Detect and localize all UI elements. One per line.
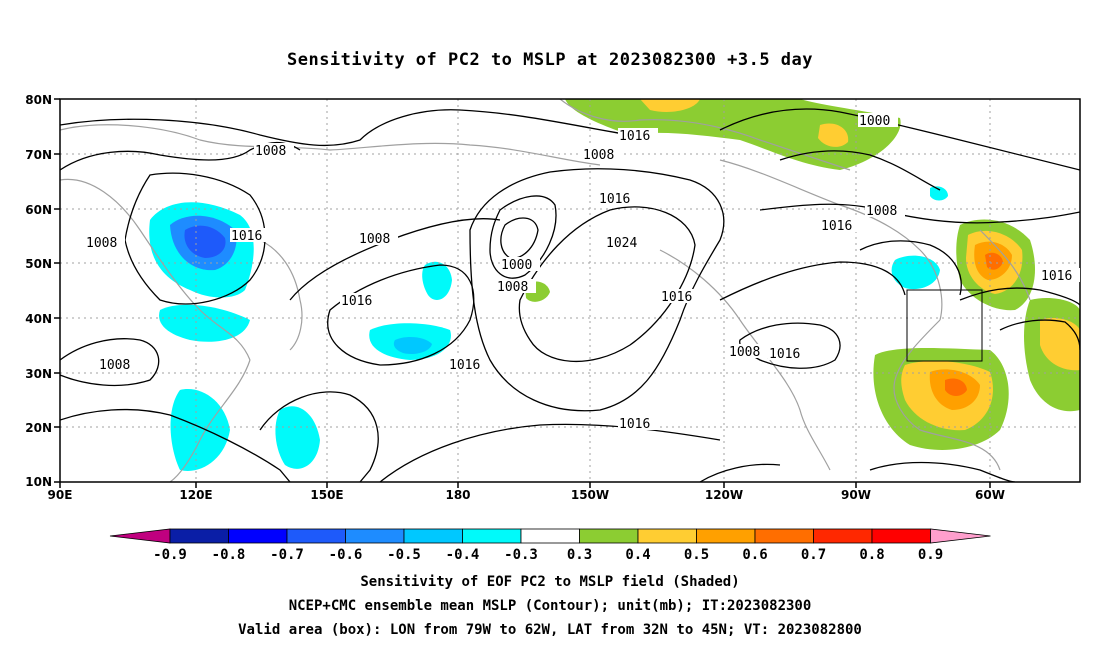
lat-label: 40N [25,312,52,326]
colorbar-label: 0.6 [742,547,767,563]
lon-label: 60W [975,488,1005,502]
colorbar-label: 0.4 [625,547,650,563]
contour-label: 1008 [255,144,286,159]
colorbar-label: -0.4 [446,547,480,563]
contour-label: 1008 [729,345,760,360]
lon-label: 120E [179,488,212,502]
contour-label: 1016 [231,229,262,244]
negative-shade-wpac [275,406,320,469]
colorbar-swatch [403,528,463,544]
positive-shade-east-atl-yel [1040,318,1080,371]
contour-label: 1008 [583,148,614,163]
negative-shade-greenland [930,186,948,201]
contour-label: 1016 [341,294,372,309]
colorbar-swatch [579,528,639,544]
footer-line-2: NCEP+CMC ensemble mean MSLP (Contour); u… [288,598,812,614]
colorbar-label: -0.7 [270,547,304,563]
lon-label: 120W [705,488,743,502]
contour-label: 1016 [619,417,650,432]
footer-line-3: Valid area (box): LON from 79W to 62W, L… [238,622,862,638]
colorbar-label: -0.8 [212,547,246,563]
colorbar-label: 0.7 [801,547,826,563]
positive-shade-arctic-yel2 [818,123,849,147]
contour-label: 1008 [497,280,528,295]
colorbar-swatch [345,528,405,544]
contour-label: 1016 [449,358,480,373]
contour-label: 1008 [99,358,130,373]
colorbar-label: 0.3 [567,547,592,563]
colorbar-arrow-right [930,528,991,544]
colorbar-label: 0.5 [684,547,709,563]
lat-label: 50N [25,257,52,271]
negative-shade-siberia-inner [184,225,226,258]
colorbar-swatch [462,528,522,544]
contour-label: 1008 [359,232,390,247]
colorbar-label: 0.9 [918,547,943,563]
footer-line-1: Sensitivity of EOF PC2 to MSLP field (Sh… [360,574,740,590]
contour-label: 1000 [501,258,532,273]
lon-labels: 90E 120E 150E 180 150W 120W 90W 60W [48,488,1005,502]
colorbar-label: 0.8 [859,547,884,563]
colorbar-swatch [520,528,580,544]
lon-label: 180 [445,488,470,502]
contour-label: 1000 [859,114,890,129]
colorbar-arrow-left [109,528,171,544]
gridlines [60,99,1080,482]
valid-area-box [906,289,983,362]
colorbar-swatch [754,528,814,544]
colorbar-swatch [696,528,756,544]
positive-shade-atlantic-red [985,252,1003,270]
colorbar-swatch [169,528,229,544]
colorbar-label: -0.6 [329,547,363,563]
colorbar-label: -0.9 [153,547,187,563]
axis-ticks [54,98,991,488]
lat-label: 60N [25,203,52,217]
lon-label: 150W [571,488,609,502]
map-border [59,98,1081,483]
contour-label: 1024 [606,236,637,251]
colorbar: -0.9 -0.8 -0.7 -0.6 -0.5 -0.4 -0.3 0.3 0.4 0.5 0.6… [109,528,991,563]
positive-shade-gulf-red [945,378,967,396]
colorbar-label: -0.3 [504,547,538,563]
colorbar-label: -0.5 [387,547,421,563]
lon-label: 150E [310,488,343,502]
colorbar-swatch [228,528,288,544]
contour-label: 1016 [619,129,650,144]
lon-label: 90E [48,488,73,502]
contour-label: 1016 [1041,269,1072,284]
colorbar-swatch [813,528,873,544]
negative-shade-pacific-n [422,261,452,300]
contour-label: 1016 [769,347,800,362]
lat-label: 20N [25,421,52,435]
page-title: Sensitivity of PC2 to MSLP at 2023082300… [286,50,813,70]
colorbar-swatch [637,528,697,544]
lat-label: 70N [25,148,52,162]
colorbar-swatch [871,528,931,544]
negative-shade-scs [170,389,230,471]
colorbar-swatch [286,528,346,544]
contour-label: 1008 [86,236,117,251]
negative-shade-pacific-core [393,336,432,354]
lat-label: 10N [25,475,52,489]
positive-shade-arctic-yel1 [640,99,700,112]
lat-labels: 80N 70N 60N 50N 40N 30N 20N 10N [25,93,52,489]
contour-label: 1008 [866,204,897,219]
negative-shade-canada [891,255,940,290]
contour-label: 1016 [661,290,692,305]
contour-label: 1016 [599,192,630,207]
contour-labels: 1008 1016 1008 1008 1016 1000 1008 1016 … [85,113,1080,432]
contour-label: 1016 [821,219,852,234]
lon-label: 90W [841,488,871,502]
lat-label: 30N [25,367,52,381]
lat-label: 80N [25,93,52,107]
